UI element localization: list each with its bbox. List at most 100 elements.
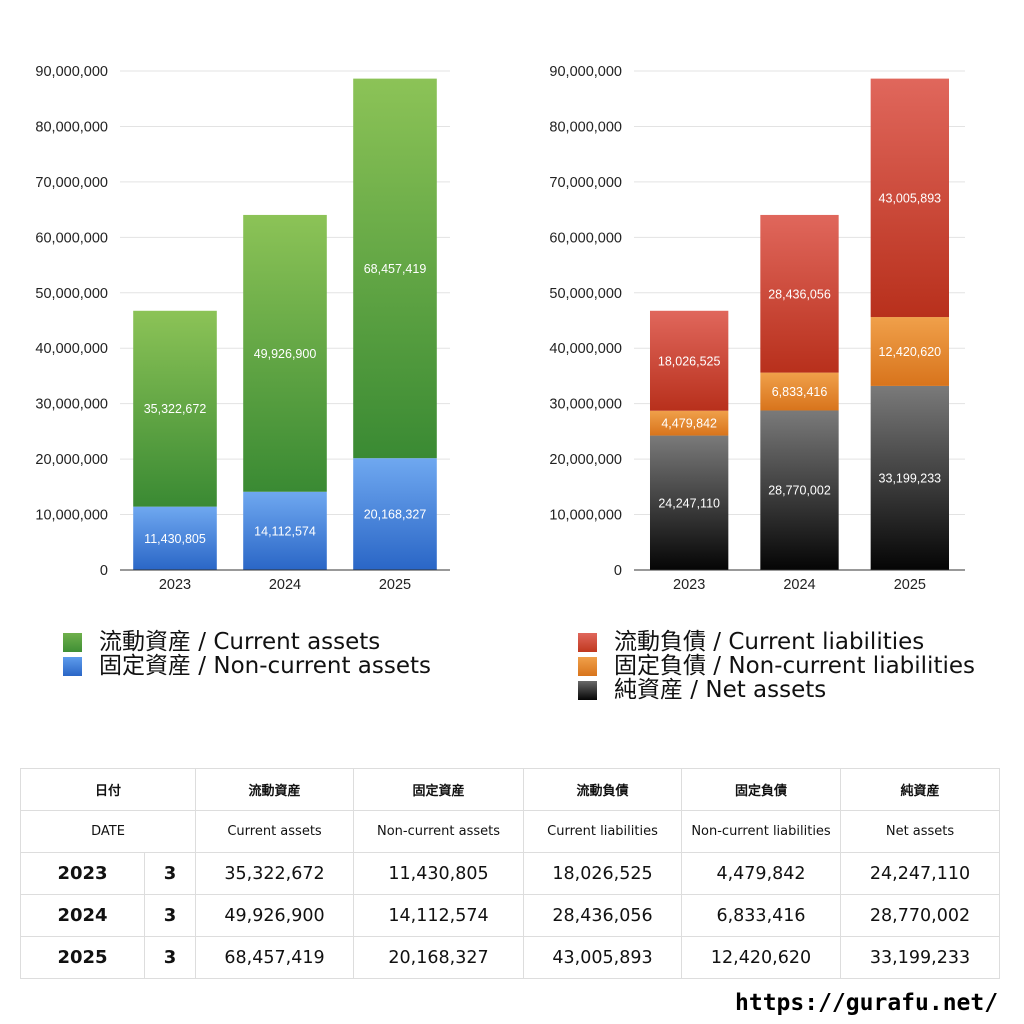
header-current-assets-en: Current assets [195, 810, 355, 853]
bar-non-current-liabilities [649, 410, 729, 436]
legend-item-current-liabilities: 流動負債 / Current liabilities [578, 630, 975, 654]
bar-net-assets [870, 385, 950, 570]
x-tick-label: 2025 [379, 577, 411, 593]
legend-swatch-current-liabilities [578, 632, 597, 652]
table-row: 2025 3 68,457,419 20,168,327 43,005,893 … [20, 936, 1001, 979]
bar-net-assets [649, 435, 729, 570]
legend-label-net-assets: 純資産 / Net assets [614, 677, 827, 703]
y-tick-label: 0 [614, 563, 622, 579]
data-label-net-assets: 33,199,233 [879, 471, 942, 485]
cell-net-assets: 28,770,002 [840, 894, 1001, 937]
table-row: 2024 3 49,926,900 14,112,574 28,436,056 … [20, 894, 1001, 937]
data-label-current-liabilities: 18,026,525 [658, 354, 721, 368]
y-tick-label: 90,000,000 [35, 64, 108, 80]
row-count: 3 [143, 936, 197, 979]
header-date-jp: 日付 [19, 768, 197, 811]
header-current-assets-jp: 流動資産 [195, 768, 355, 811]
table-row: 2023 3 35,322,672 11,430,805 18,026,525 … [20, 852, 1001, 895]
row-count: 3 [143, 894, 197, 937]
cell-current-assets: 35,322,672 [195, 852, 355, 895]
data-label-current-assets: 35,322,672 [144, 402, 207, 416]
y-tick-label: 60,000,000 [35, 230, 108, 246]
financial-data-table: 日付 流動資産 固定資産 流動負債 固定負債 純資産 DATE Current … [19, 768, 1001, 979]
header-current-liabilities-en: Current liabilities [523, 810, 683, 853]
data-label-net-assets: 28,770,002 [768, 484, 831, 498]
cell-noncurrent-liabilities: 6,833,416 [681, 894, 842, 937]
liabilities-legend: 流動負債 / Current liabilities 固定負債 / Non-cu… [578, 630, 975, 702]
liabilities-bar-chart: 0 10,000,000 20,000,000 30,000,000 40,000,00… [549, 64, 965, 593]
header-noncurrent-assets-jp: 固定資産 [353, 768, 525, 811]
cell-noncurrent-assets: 14,112,574 [353, 894, 525, 937]
table-header-row-en: DATE Current assets Non-current assets C… [19, 810, 1001, 853]
x-tick-label: 2024 [783, 577, 815, 593]
source-url: https://gurafu.net/ [735, 990, 999, 1016]
assets-bar-chart: 0 10,000,000 20,000,000 30,000,000 40,000,00… [35, 64, 450, 593]
bar-current-assets [243, 214, 327, 492]
legend-item-net-assets: 純資産 / Net assets [578, 678, 975, 702]
y-tick-label: 80,000,000 [549, 119, 622, 135]
cell-noncurrent-assets: 11,430,805 [353, 852, 525, 895]
bar-non-current-assets [353, 458, 437, 570]
legend-label-noncurrent-assets: 固定資産 / Non-current assets [99, 653, 432, 679]
cell-noncurrent-liabilities: 12,420,620 [681, 936, 842, 979]
y-tick-label: 70,000,000 [549, 175, 622, 191]
legend-label-current-assets: 流動資産 / Current assets [99, 629, 381, 655]
bar-current-liabilities [649, 310, 729, 411]
header-net-assets-jp: 純資産 [840, 768, 1001, 811]
data-label-non-current-liabilities: 6,833,416 [772, 385, 828, 399]
header-noncurrent-liabilities-jp: 固定負債 [681, 768, 842, 811]
data-label-current-liabilities: 28,436,056 [768, 287, 831, 301]
legend-item-noncurrent-assets: 固定資産 / Non-current assets [63, 654, 431, 678]
data-label-current-liabilities: 43,005,893 [879, 191, 942, 205]
y-tick-label: 20,000,000 [549, 452, 622, 468]
data-label-non-current-assets: 20,168,327 [364, 508, 427, 522]
bar-non-current-liabilities [870, 317, 950, 386]
cell-noncurrent-liabilities: 4,479,842 [681, 852, 842, 895]
legend-label-noncurrent-liabilities: 固定負債 / Non-current liabilities [614, 653, 975, 679]
data-label-non-current-assets: 14,112,574 [254, 524, 316, 538]
legend-swatch-noncurrent-assets [63, 656, 82, 676]
y-tick-label: 40,000,000 [549, 341, 622, 357]
y-tick-label: 90,000,000 [549, 64, 622, 80]
y-tick-label: 70,000,000 [35, 175, 108, 191]
data-label-current-assets: 68,457,419 [364, 262, 427, 276]
header-noncurrent-assets-en: Non-current assets [353, 810, 525, 853]
row-count: 3 [143, 852, 197, 895]
header-noncurrent-liabilities-en: Non-current liabilities [681, 810, 842, 853]
table-header-row-jp: 日付 流動資産 固定資産 流動負債 固定負債 純資産 [19, 768, 1001, 811]
row-year: 2025 [20, 936, 145, 979]
row-year: 2023 [20, 852, 145, 895]
bar-current-liabilities [870, 78, 950, 318]
x-tick-label: 2023 [673, 577, 705, 593]
x-tick-label: 2025 [894, 577, 926, 593]
cell-net-assets: 24,247,110 [840, 852, 1001, 895]
legend-swatch-net-assets [578, 680, 597, 700]
y-tick-label: 0 [100, 563, 108, 579]
y-tick-label: 10,000,000 [549, 508, 622, 524]
x-tick-label: 2023 [159, 577, 191, 593]
y-tick-label: 60,000,000 [549, 230, 622, 246]
header-current-liabilities-jp: 流動負債 [523, 768, 683, 811]
legend-item-noncurrent-liabilities: 固定負債 / Non-current liabilities [578, 654, 975, 678]
cell-current-liabilities: 18,026,525 [523, 852, 683, 895]
y-tick-label: 20,000,000 [35, 452, 108, 468]
bar-current-liabilities [760, 214, 839, 373]
cell-noncurrent-assets: 20,168,327 [353, 936, 525, 979]
bar-non-current-liabilities [760, 372, 839, 411]
legend-swatch-current-assets [63, 632, 82, 652]
row-year: 2024 [20, 894, 145, 937]
y-tick-label: 10,000,000 [35, 508, 108, 524]
cell-current-liabilities: 28,436,056 [523, 894, 683, 937]
y-tick-label: 80,000,000 [35, 119, 108, 135]
cell-net-assets: 33,199,233 [840, 936, 1001, 979]
data-label-current-assets: 49,926,900 [254, 347, 317, 361]
y-tick-label: 50,000,000 [549, 286, 622, 302]
header-net-assets-en: Net assets [840, 810, 1001, 853]
legend-label-current-liabilities: 流動負債 / Current liabilities [614, 629, 925, 655]
data-label-net-assets: 24,247,110 [658, 496, 720, 510]
bar-non-current-assets [133, 506, 217, 570]
legend-item-current-assets: 流動資産 / Current assets [63, 630, 431, 654]
y-tick-label: 50,000,000 [35, 286, 108, 302]
bar-current-assets [353, 78, 437, 459]
legend-swatch-noncurrent-liabilities [578, 656, 597, 676]
